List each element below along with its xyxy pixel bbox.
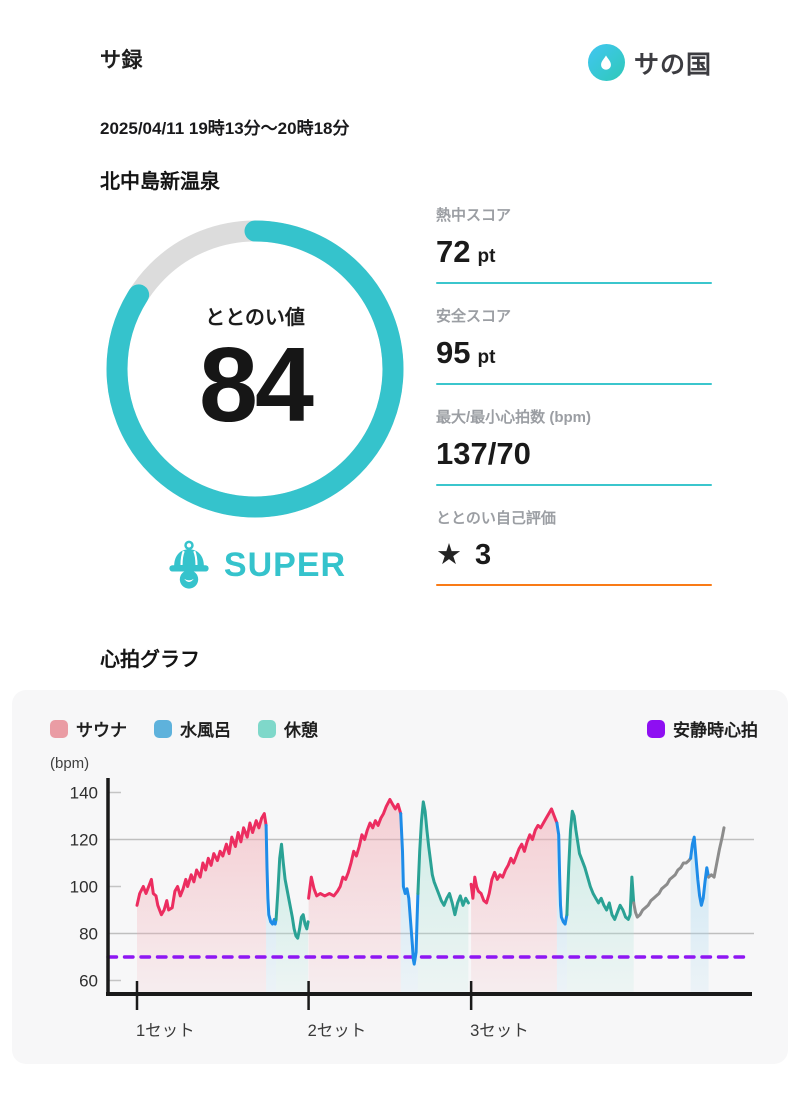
brand-name: サの国 [633,50,712,79]
stat-value: 137/70 [436,436,531,471]
divider [436,484,712,486]
stat-label: 安全スコア [436,308,512,325]
water-drop-icon [587,44,625,81]
svg-text:3セット: 3セット [470,1022,529,1040]
legend-item-resting-hr: 安静時心拍 [647,716,758,741]
divider [436,383,712,385]
gauge-ring [106,220,404,518]
svg-text:1セット: 1セット [136,1022,195,1040]
page-title: サ録 [100,49,143,72]
resting-hr-swatch-icon [647,719,665,738]
stat-value: 95 [436,335,471,370]
totonoi-value: 84 [199,325,314,444]
facility-name: 北中島新温泉 [100,171,220,193]
rating-row: SUPER [100,540,412,590]
divider [436,282,712,284]
sauna-swatch-icon [50,719,68,738]
stat-label: ととのい自己評価 [436,510,556,527]
svg-text:140: 140 [70,784,98,803]
rest-swatch-icon [258,719,276,738]
page: サ録 サの国 2025/04/11 19時13分〜20時18分 北中島新温泉 と… [100,44,712,607]
stat-label: 最大/最小心拍数 (bpm) [436,409,591,426]
svg-text:80: 80 [79,925,98,944]
legend-label: 水風呂 [180,721,231,740]
stat-max-min-hr: 最大/最小心拍数 (bpm) 137/70 [436,406,712,486]
rating-label: SUPER [223,545,347,584]
svg-text:120: 120 [70,831,98,850]
stat-self-rating: ととのい自己評価 ★ 3 [436,507,712,586]
y-axis-unit-label: (bpm) [50,755,90,772]
legend-item-rest: 休憩 [258,716,318,741]
totonoi-gauge-column: ととのい値 84 SUPER [100,214,412,590]
stat-unit: pt [477,246,496,267]
gauge-center: ととのい値 84 [100,214,410,524]
summary-row: ととのい値 84 SUPER 熱中スコア [100,207,712,607]
chart-legend: サウナ 水風呂 休憩 安静時心拍 [50,716,758,741]
brand-logo: サの国 [587,44,712,81]
coldbath-swatch-icon [154,719,172,738]
svg-text:60: 60 [79,972,98,991]
stat-unit: pt [477,347,496,368]
chart-section-title: 心拍グラフ [100,649,200,671]
svg-text:2セット: 2セット [308,1022,367,1040]
header: サ録 サの国 [100,44,712,81]
stat-heat-score: 熱中スコア 72 pt [436,204,712,284]
stat-label: 熱中スコア [436,207,512,224]
stat-safety-score: 安全スコア 95 pt [436,305,712,385]
heart-rate-chart-card: サウナ 水風呂 休憩 安静時心拍 (bpm) 60 80 100 120 140 1セット… [12,690,788,1064]
divider [436,584,712,586]
stat-value: 72 [436,234,471,269]
stat-value: 3 [475,539,492,571]
legend-label: サウナ [76,721,127,740]
svg-text:100: 100 [70,878,98,897]
totonoi-gauge: ととのい値 84 [100,214,410,524]
sauna-hat-icon [169,540,209,589]
heart-rate-chart: 60 80 100 120 140 1セット 2セット 3セット [70,778,754,1040]
legend-label: 安静時心拍 [673,721,758,740]
gauge-label: ととのい値 [205,306,305,329]
session-datetime: 2025/04/11 19時13分〜20時18分 [100,119,350,138]
legend-label: 休憩 [284,721,318,740]
legend-item-sauna: サウナ [50,716,127,741]
legend-item-coldbath: 水風呂 [154,716,231,741]
stats-column: 熱中スコア 72 pt 安全スコア 95 pt 最大/最小心拍数 (bpm) 1… [436,204,712,607]
star-icon: ★ [436,539,462,571]
